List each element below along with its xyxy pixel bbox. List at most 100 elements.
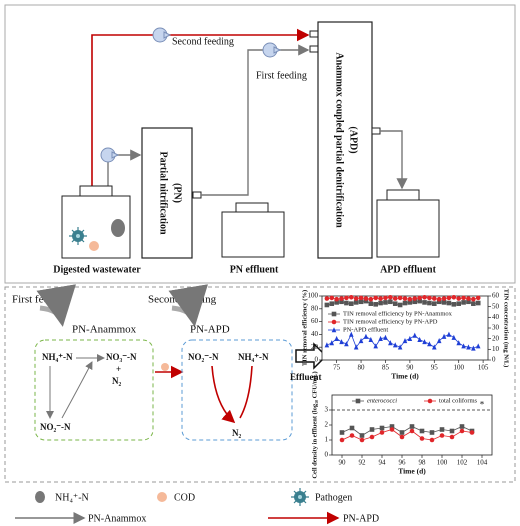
marker	[359, 433, 365, 438]
pn-anammox-title: PN-Anammox	[72, 324, 137, 336]
marker	[389, 424, 395, 429]
marker	[358, 295, 364, 301]
marker	[373, 343, 379, 349]
marker	[475, 300, 481, 306]
y2-tick-label: 10	[492, 345, 500, 353]
node: +	[116, 364, 121, 374]
marker	[456, 301, 462, 306]
marker	[397, 302, 403, 308]
legend-label: total coliforms	[439, 397, 478, 404]
plot-frame	[321, 295, 489, 361]
marker	[399, 430, 405, 435]
legend-label: PN-APD	[343, 513, 379, 524]
node: NO₃⁻-N	[106, 352, 137, 362]
marker	[459, 428, 465, 434]
legend-label: COD	[174, 492, 195, 503]
first-feeding-label: First feeding	[256, 70, 307, 81]
pn-reactor-line2: (PN)	[172, 183, 183, 203]
marker	[471, 296, 476, 302]
marker	[436, 338, 442, 344]
marker	[399, 434, 405, 440]
x-tick-label: 105	[478, 364, 489, 372]
marker	[388, 294, 393, 300]
marker	[339, 296, 344, 301]
marker	[419, 436, 425, 441]
x-tick-label: 104	[477, 459, 488, 467]
marker	[409, 428, 415, 434]
marker	[348, 294, 354, 300]
x-tick-label: 100	[437, 459, 448, 467]
wastewater-label: Digested wastewater	[53, 264, 141, 275]
marker	[446, 295, 452, 301]
marker	[344, 295, 349, 301]
node: N₂	[112, 376, 121, 386]
y2-axis-label: TIN concentration (mg N/L)	[503, 289, 510, 368]
marker	[344, 341, 349, 347]
marker	[348, 331, 354, 337]
x-tick-label: 92	[359, 459, 367, 467]
marker	[431, 301, 437, 306]
node: NH₄⁺-N	[42, 352, 73, 362]
pn-effluent-label: PN effluent	[230, 264, 279, 275]
marker	[388, 299, 393, 305]
y-axis-label: Cell density in effluent (log₁₀ CFU/mL)	[311, 371, 318, 478]
apd-reactor-line2: (APD)	[348, 126, 359, 153]
marker	[436, 299, 442, 305]
y-axis-label: TIN removal efficiency (%)	[301, 290, 308, 366]
marker	[378, 300, 383, 306]
marker	[412, 332, 418, 338]
y2-tick-label: 30	[492, 324, 500, 332]
marker	[392, 301, 398, 306]
marker	[329, 340, 335, 346]
y-tick-label: 0	[325, 451, 329, 459]
marker	[407, 296, 413, 302]
x-tick-label: 90	[406, 364, 414, 372]
marker	[358, 338, 364, 344]
marker	[383, 334, 388, 340]
marker	[466, 296, 471, 301]
marker	[383, 300, 388, 305]
marker	[368, 336, 374, 343]
marker	[441, 333, 447, 339]
legend-label: Pathogen	[315, 492, 352, 503]
marker	[422, 339, 427, 345]
marker	[427, 295, 432, 301]
apd-reactor-line1: Anammox coupled partial denitrification	[334, 52, 345, 228]
marker	[339, 430, 345, 435]
marker	[439, 433, 445, 438]
charts: 75 80 85 90 95 100 105020406080100010203040506…	[301, 289, 509, 479]
marker	[412, 299, 418, 305]
bottom-panel: First feeding PN-Anammox NH₄⁺-N NO₃⁻-N +…	[4, 284, 516, 483]
marker	[334, 296, 339, 302]
y2-tick-label: 0	[492, 356, 496, 364]
legend-label: TIN removal efficiency by PN-Anammox	[343, 310, 453, 317]
marker	[451, 302, 457, 307]
y-tick-label: 100	[308, 292, 319, 300]
marker	[456, 296, 462, 301]
marker	[461, 343, 466, 349]
x-tick-label: 94	[379, 459, 387, 467]
legend-label: PN-Anammox	[88, 513, 146, 524]
marker	[339, 437, 345, 443]
marker	[368, 301, 374, 306]
marker	[446, 300, 452, 306]
second-feeding-text: Second feeding	[148, 294, 217, 306]
node: NO₂⁻-N	[188, 352, 219, 362]
marker	[339, 339, 344, 345]
marker	[331, 311, 337, 317]
x-tick-label: 75	[333, 364, 341, 372]
marker	[363, 296, 369, 301]
marker	[389, 427, 395, 432]
marker	[355, 398, 361, 404]
y2-tick-label: 20	[492, 334, 500, 342]
marker	[471, 345, 476, 351]
second-feeding-label: Second feeding	[172, 36, 234, 47]
marker	[456, 340, 462, 346]
first-feeding-text: First feeding	[12, 294, 68, 306]
marker	[397, 295, 403, 301]
legend-label: PN-APD effluent	[343, 326, 388, 333]
x-axis-label: Time (d)	[398, 467, 426, 476]
marker	[446, 331, 452, 337]
marker	[379, 425, 385, 431]
top-panel: Second feeding Partial nitrification (PN…	[4, 4, 516, 284]
